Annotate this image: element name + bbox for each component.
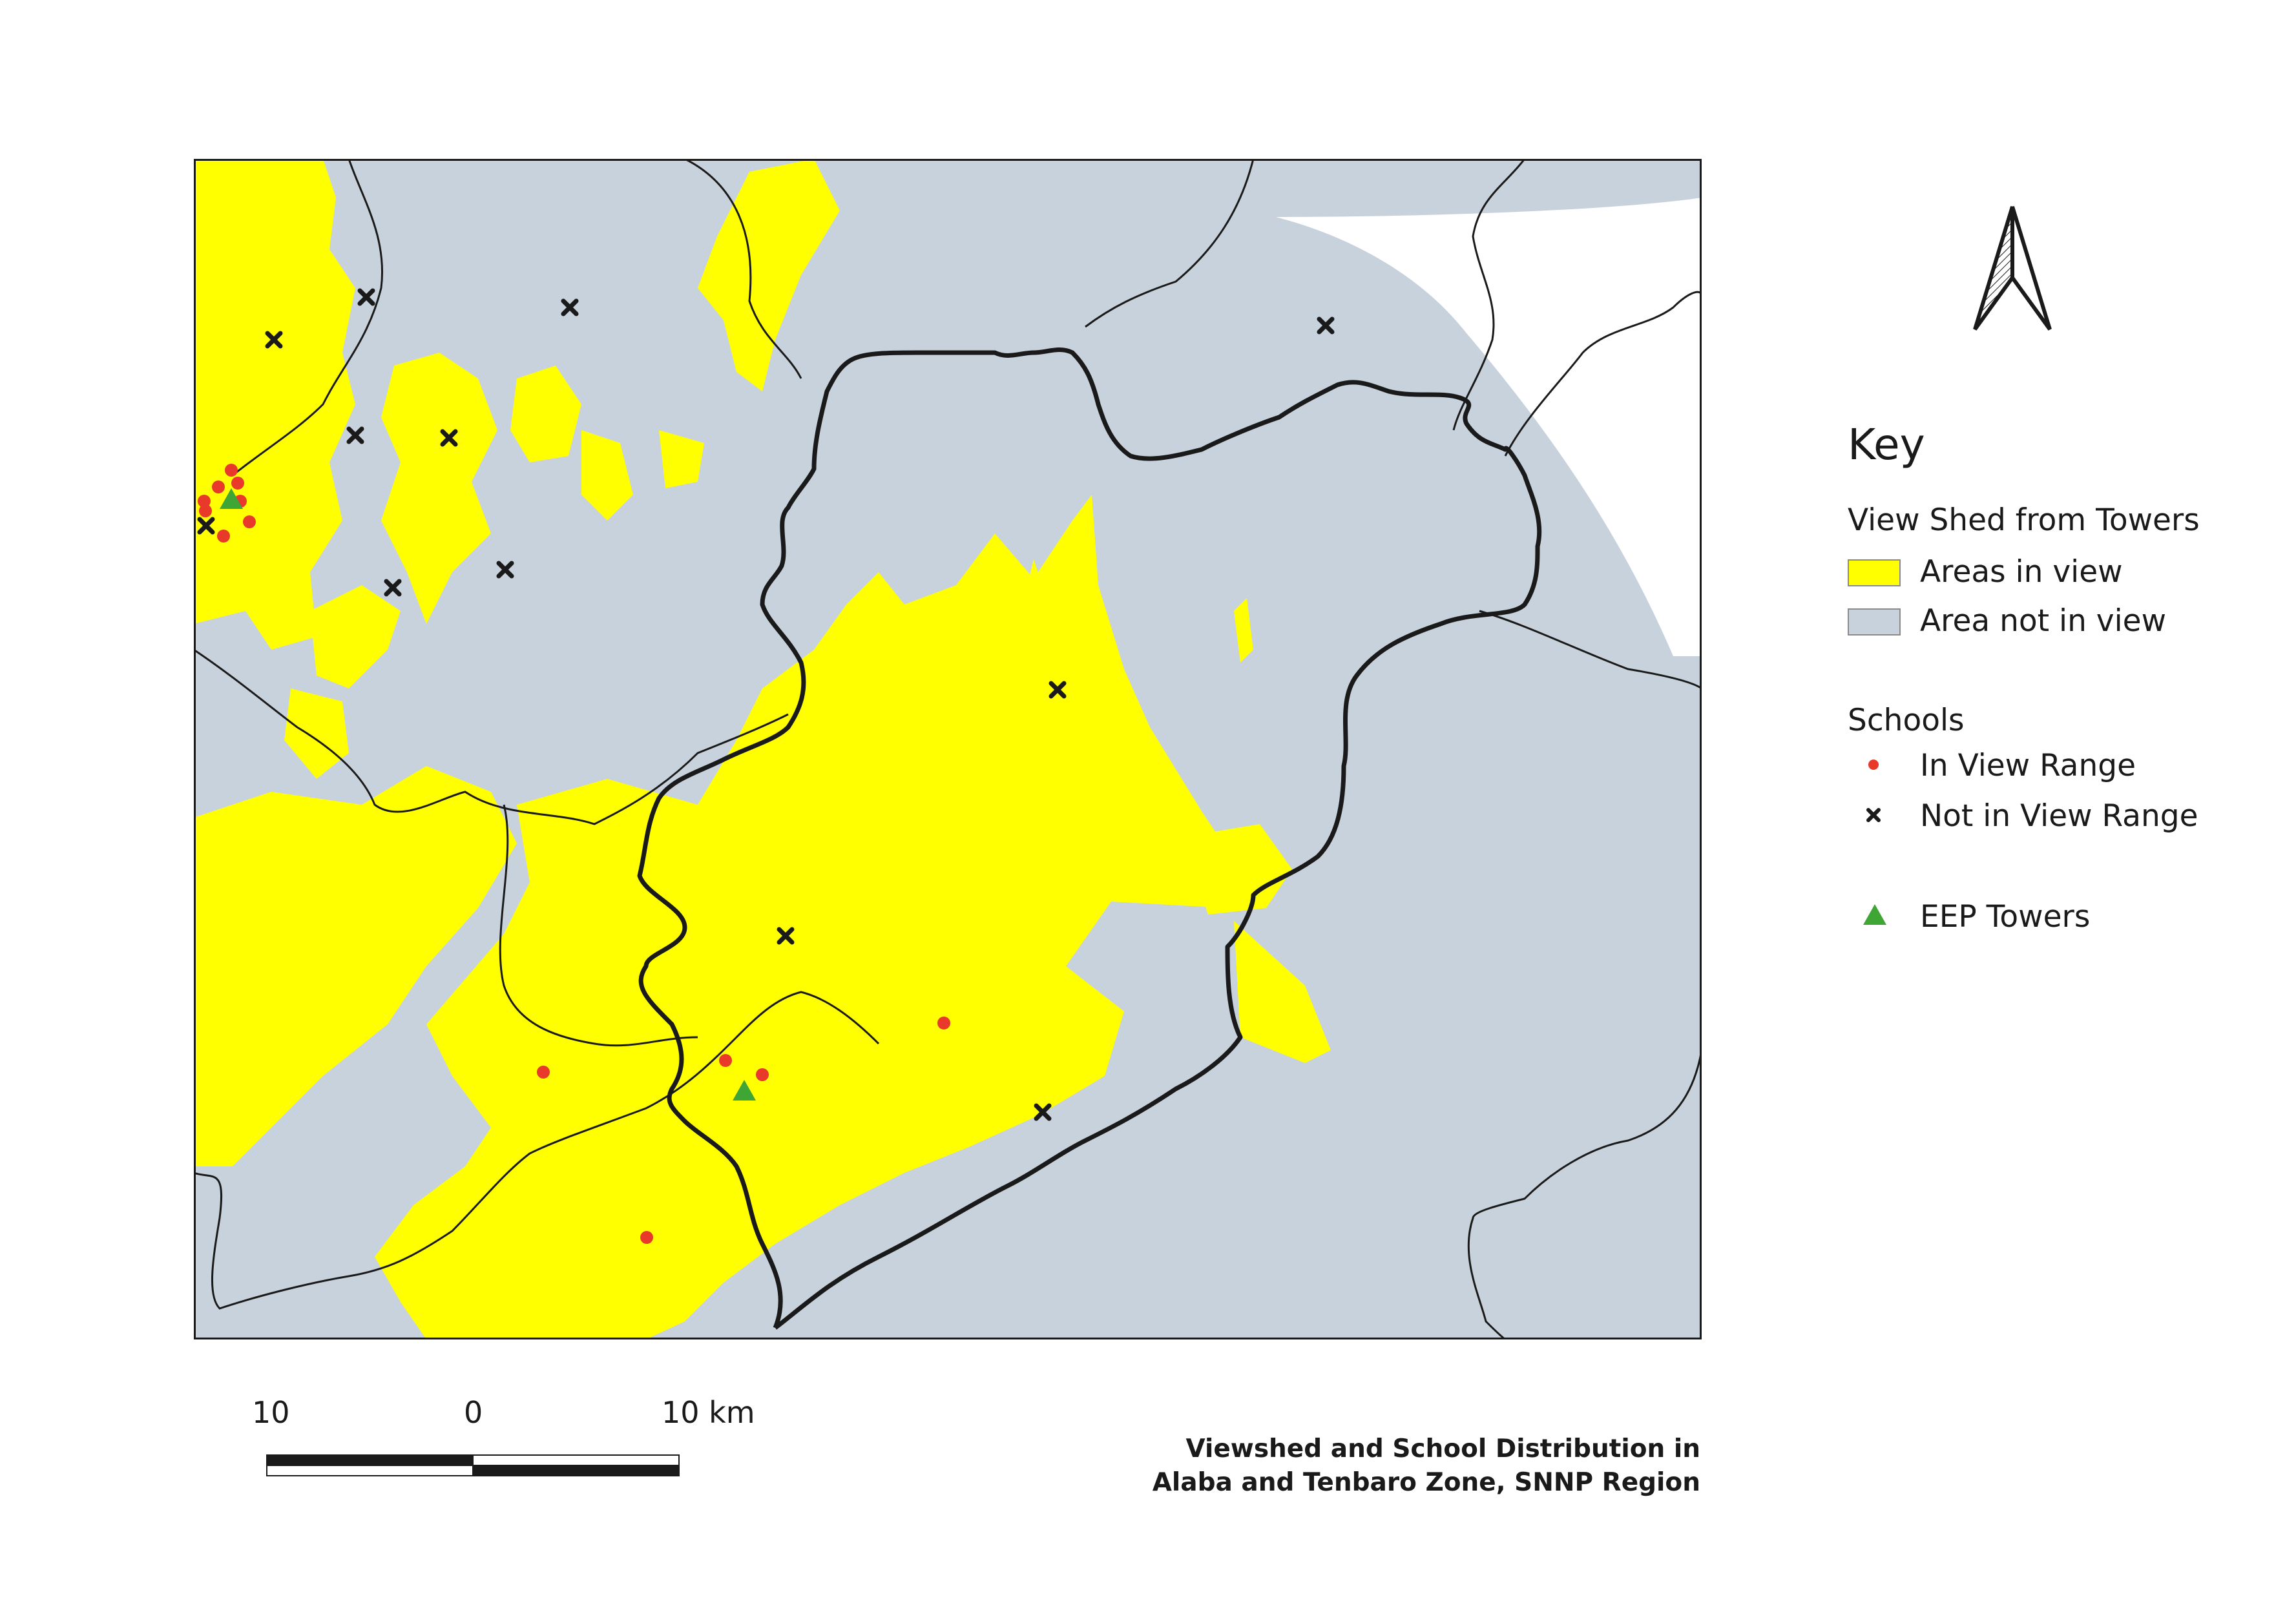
school-not-in-view-marker[interactable] [346, 426, 364, 444]
school-not-in-view-marker[interactable] [496, 561, 514, 579]
scale-bar: 10 0 10 km [252, 1395, 757, 1485]
scale-label-middle: 0 [464, 1395, 483, 1430]
school-not-in-view-marker[interactable] [197, 517, 215, 535]
towers-layer [220, 488, 756, 1101]
viewshed-patch [581, 430, 633, 521]
map-border [194, 159, 1702, 1339]
boundary-layer [194, 159, 1702, 1339]
scale-label-right: 10 km [662, 1395, 755, 1430]
district-boundary [194, 991, 880, 1310]
map-title: Viewshed and School Distribution in Alab… [1098, 1432, 1700, 1500]
district-boundary [684, 159, 802, 379]
school-in-view-marker[interactable] [217, 530, 230, 543]
district-boundary [1452, 159, 1526, 431]
not-in-view-swatch [1848, 608, 1901, 636]
school-not-in-view-marker[interactable] [440, 429, 458, 447]
school-not-in-view-marker[interactable] [1034, 1103, 1052, 1121]
scale-bar-graphic [266, 1454, 680, 1476]
school-not-in-view-label: Not in View Range [1920, 798, 2198, 834]
scale-label-left: 10 [252, 1395, 290, 1430]
school-in-view-marker[interactable] [212, 481, 225, 493]
towers-label: EEP Towers [1920, 899, 2091, 935]
viewshed-patch [510, 366, 581, 462]
school-in-view-marker[interactable] [937, 1017, 950, 1029]
viewshed-patch [698, 159, 840, 391]
legend-viewshed-heading: View Shed from Towers [1848, 502, 2200, 538]
district-boundary [1085, 159, 1255, 328]
map-canvas[interactable] [194, 159, 1702, 1339]
district-boundary [1504, 291, 1702, 457]
school-not-in-view-marker[interactable] [777, 927, 795, 945]
viewshed-patch [659, 430, 704, 488]
viewshed-patch [194, 766, 517, 1166]
north-arrow-icon [1973, 206, 2052, 331]
school-in-view-marker[interactable] [640, 1231, 653, 1244]
school-not-in-view-legend-icon [1866, 808, 1881, 822]
in-view-swatch [1848, 559, 1901, 586]
viewshed-patch [381, 353, 497, 624]
in-view-label: Areas in view [1920, 554, 2123, 590]
school-in-view-marker[interactable] [719, 1054, 732, 1067]
school-in-view-marker[interactable] [225, 464, 238, 477]
school-not-in-view-marker[interactable] [1049, 681, 1067, 699]
district-boundary [1467, 1049, 1702, 1339]
district-boundary [1479, 610, 1702, 690]
map-title-line1: Viewshed and School Distribution in [1185, 1434, 1700, 1463]
school-in-view-label: In View Range [1920, 748, 2136, 783]
map-title-line2: Alaba and Tenbaro Zone, SNNP Region [1152, 1468, 1700, 1497]
tower-legend-icon [1863, 904, 1886, 925]
schools-not-in-view-layer [197, 288, 1335, 1121]
district-boundary [232, 159, 383, 477]
district-boundary [499, 804, 698, 1047]
viewshed-patch [1182, 824, 1292, 915]
tower-marker[interactable] [220, 488, 243, 509]
school-in-view-marker[interactable] [756, 1068, 769, 1081]
school-in-view-marker[interactable] [243, 515, 256, 528]
not-in-view-label: Area not in view [1920, 603, 2167, 639]
school-not-in-view-marker[interactable] [561, 298, 579, 316]
viewshed-patch [1234, 598, 1253, 663]
district-boundary [194, 648, 789, 825]
viewshed-patch [310, 585, 401, 688]
school-in-view-marker[interactable] [537, 1066, 550, 1079]
legend-title: Key [1848, 420, 1925, 470]
school-not-in-view-marker[interactable] [384, 579, 402, 597]
school-in-view-legend-icon [1868, 760, 1879, 770]
outside-region-area [1276, 159, 1702, 656]
map-frame[interactable] [194, 159, 1702, 1339]
school-in-view-marker[interactable] [231, 477, 244, 490]
school-not-in-view-marker[interactable] [1317, 316, 1335, 335]
school-in-view-marker[interactable] [199, 504, 212, 517]
school-not-in-view-marker[interactable] [265, 331, 283, 349]
viewshed-patch [1027, 559, 1098, 676]
tower-marker[interactable] [733, 1080, 756, 1101]
viewshed-patch [1234, 921, 1331, 1063]
zone-boundary [637, 347, 1542, 1330]
school-not-in-view-marker[interactable] [357, 288, 375, 306]
school-in-view-marker[interactable] [198, 495, 211, 508]
legend-schools-heading: Schools [1848, 703, 1965, 738]
viewshed-patch [284, 688, 349, 779]
